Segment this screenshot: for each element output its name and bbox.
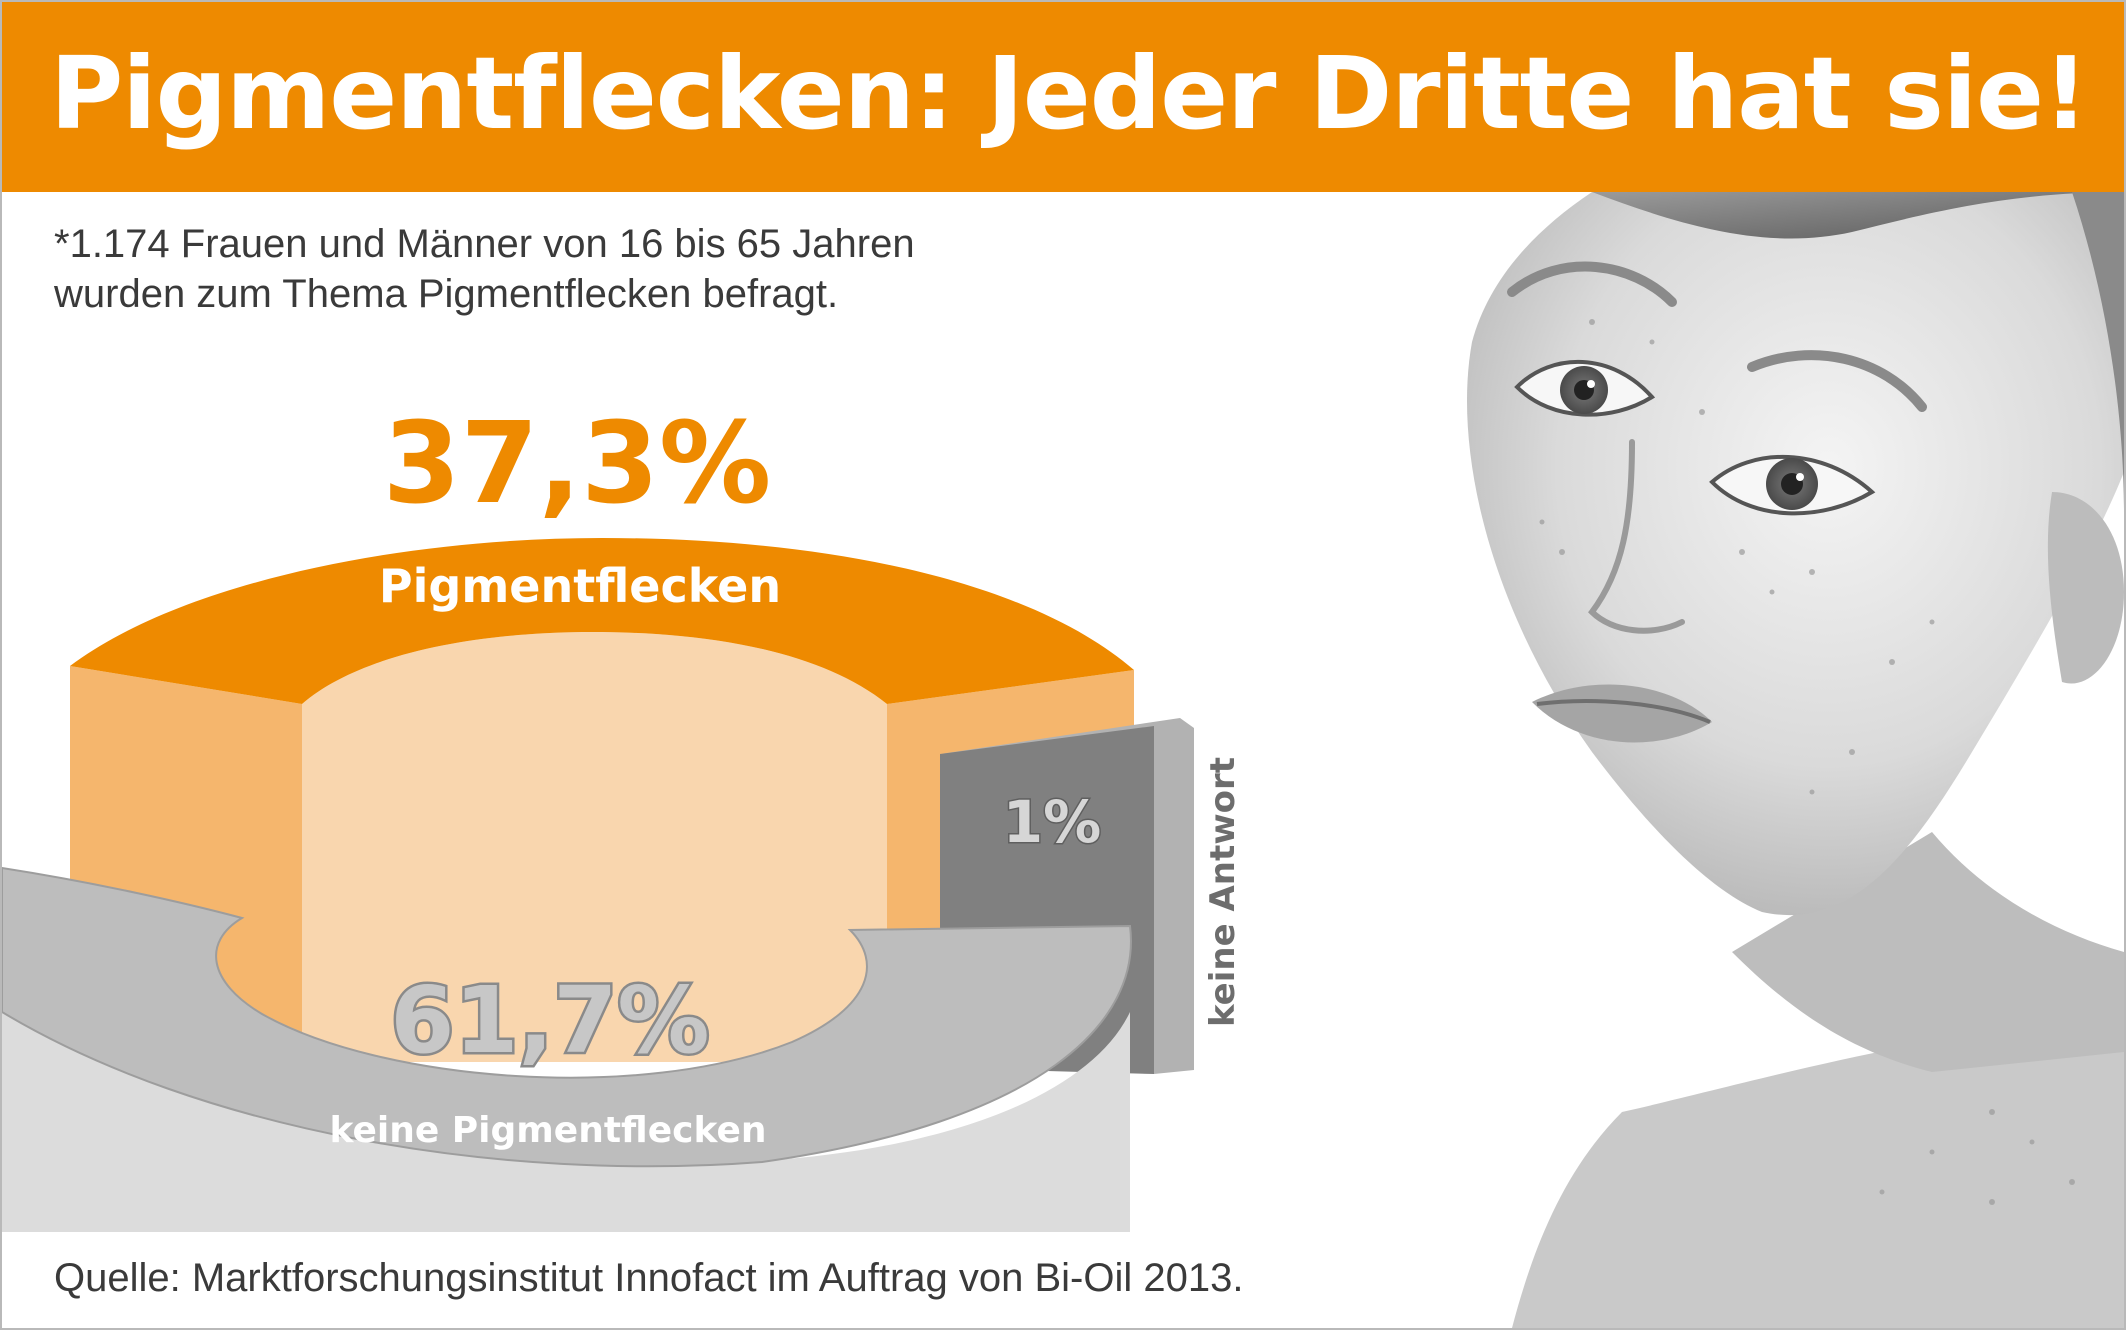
no-answer-value-label: 1% [1003,788,1101,856]
title-banner: Pigmentflecken: Jeder Dritte hat sie! [2,2,2124,192]
no-pigment-category-label: keine Pigmentflecken [329,1110,766,1151]
source-note: Quelle: Marktforschungsinstitut Innofact… [54,1256,1244,1300]
no-pigment-segment-front [2,1002,1130,1232]
survey-note-line-2: wurden zum Thema Pigmentflecken befragt. [54,272,839,316]
ring-chart: 37,3% Pigmentflecken 61,7% keine Pigmentfle… [2,399,1243,1232]
no-answer-category-label: keine Antwort [1203,757,1243,1027]
survey-note-line-1: *1.174 Frauen und Männer von 16 bis 65 J… [54,222,915,266]
page-title: Pigmentflecken: Jeder Dritte hat sie! [50,35,2089,152]
no-answer-segment-edge [940,718,1194,1074]
no-pigment-value-label: 61,7% [390,967,709,1074]
portrait-photo [1292,192,2124,1328]
no-pigment-segment-top [2,866,1132,1168]
pigment-segment-inner [302,632,887,1062]
pigment-category-label: Pigmentflecken [379,559,781,613]
pigment-segment-top [70,538,1134,704]
pigment-value-label: 37,3% [383,399,772,529]
